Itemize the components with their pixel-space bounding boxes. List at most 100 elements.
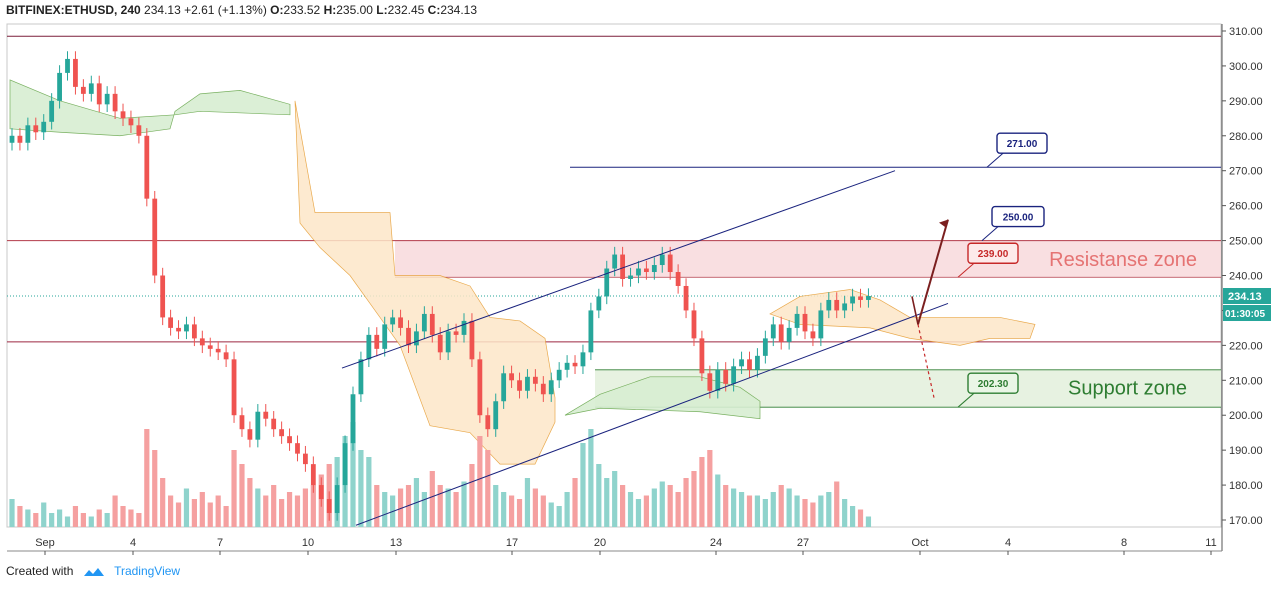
candle-body: [509, 373, 514, 381]
projection-bull-arrow: [917, 219, 949, 325]
volume-bar: [286, 492, 293, 527]
countdown-badge-label: 01:30:05: [1225, 309, 1265, 320]
volume-bar: [25, 509, 31, 527]
candle-body: [548, 380, 554, 395]
projection-bear-arrow: [917, 324, 935, 398]
volume-bar: [508, 495, 515, 527]
candle-body: [25, 125, 31, 143]
volume-bar: [707, 450, 713, 527]
price-tick-label: 170.00: [1229, 515, 1263, 527]
candle-body: [683, 285, 689, 311]
callout-pointer: [957, 392, 975, 408]
callout-box: [996, 132, 1048, 154]
candle-body: [168, 317, 173, 328]
candle-body: [604, 268, 610, 297]
volume-bar: [263, 495, 269, 527]
volume-bar: [374, 485, 380, 527]
candle-body: [255, 411, 261, 440]
volume-bar: [350, 422, 356, 527]
candle-body: [858, 296, 863, 300]
time-tick-label: 27: [797, 537, 809, 549]
candle-body: [778, 324, 784, 342]
candle-body: [239, 415, 245, 430]
candle-body: [493, 401, 499, 430]
candle-body: [160, 275, 166, 318]
candle-body: [263, 411, 269, 419]
candle-body: [770, 324, 776, 339]
volume-bar: [255, 488, 261, 527]
candle-body: [667, 254, 673, 273]
volume-bar: [818, 495, 824, 527]
time-tick-label: 13: [390, 537, 402, 549]
candle-body: [739, 359, 744, 367]
volume-bar: [136, 513, 142, 527]
volume-bar: [41, 502, 47, 527]
volume-bar: [731, 488, 737, 527]
volume-bar: [857, 509, 864, 527]
candle-body: [136, 125, 142, 136]
low-label: L:: [376, 3, 388, 17]
candle-body: [762, 338, 768, 356]
volume-bar: [421, 492, 427, 527]
candle-body: [152, 198, 158, 276]
candle-body: [810, 331, 816, 339]
volume-bar: [279, 499, 285, 527]
price-tick-label: 190.00: [1229, 445, 1263, 457]
volume-bar: [588, 429, 594, 527]
candle-body: [406, 327, 411, 346]
candle-body: [191, 324, 197, 339]
time-tick-label: Sep: [35, 537, 55, 549]
volume-bar: [80, 513, 86, 527]
candle-body: [326, 499, 332, 514]
price-tick-label: 260.00: [1229, 201, 1263, 213]
candle-body: [485, 415, 491, 430]
volume-bar: [56, 509, 63, 527]
price-tick-label: 290.00: [1229, 96, 1263, 108]
candle-body: [382, 324, 388, 349]
candle-body: [453, 331, 459, 335]
resistance-zone-label: Resistanse zone: [1049, 249, 1197, 271]
volume-bar: [445, 488, 451, 527]
volume-bar: [865, 516, 872, 527]
volume-bar: [453, 492, 459, 527]
candle-body: [295, 443, 300, 454]
time-tick-label: Oct: [911, 537, 928, 549]
volume-bar: [120, 506, 126, 527]
volume-bar: [144, 429, 150, 527]
candle-body: [469, 320, 475, 360]
volume-bar: [239, 464, 245, 527]
volume-bar: [199, 492, 205, 527]
candle-body: [731, 366, 737, 384]
candle-body: [477, 359, 483, 416]
volume-bar: [294, 495, 301, 527]
candle-body: [223, 352, 229, 360]
volume-bar: [429, 471, 435, 527]
projection-pivot: [911, 296, 919, 325]
candle-body: [350, 394, 356, 444]
volume-bar: [667, 485, 673, 527]
candle-body: [144, 135, 150, 199]
volume-bar: [620, 485, 626, 527]
volume-bar: [382, 492, 388, 527]
candle-body: [215, 348, 221, 353]
volume-bar: [746, 495, 753, 527]
candle-body: [104, 93, 110, 105]
time-tick-label: 4: [130, 537, 136, 549]
time-tick-label: 10: [302, 537, 314, 549]
volume-bar: [397, 488, 404, 527]
volume-bar: [17, 506, 23, 527]
candle-body: [723, 369, 729, 384]
volume-bar: [183, 488, 190, 527]
candle-body: [564, 362, 570, 370]
volume-bar: [516, 499, 523, 527]
price-tick-label: 310.00: [1229, 26, 1263, 38]
candle-body: [659, 254, 665, 266]
projection-bull-arrowhead: [939, 219, 948, 228]
volume-bar: [596, 464, 602, 527]
price-tick-label: 250.00: [1229, 236, 1263, 248]
callout-box: [967, 372, 1019, 394]
candle-body: [112, 93, 118, 112]
candle-body: [41, 121, 47, 133]
tradingview-brand[interactable]: TradingView: [114, 564, 181, 578]
